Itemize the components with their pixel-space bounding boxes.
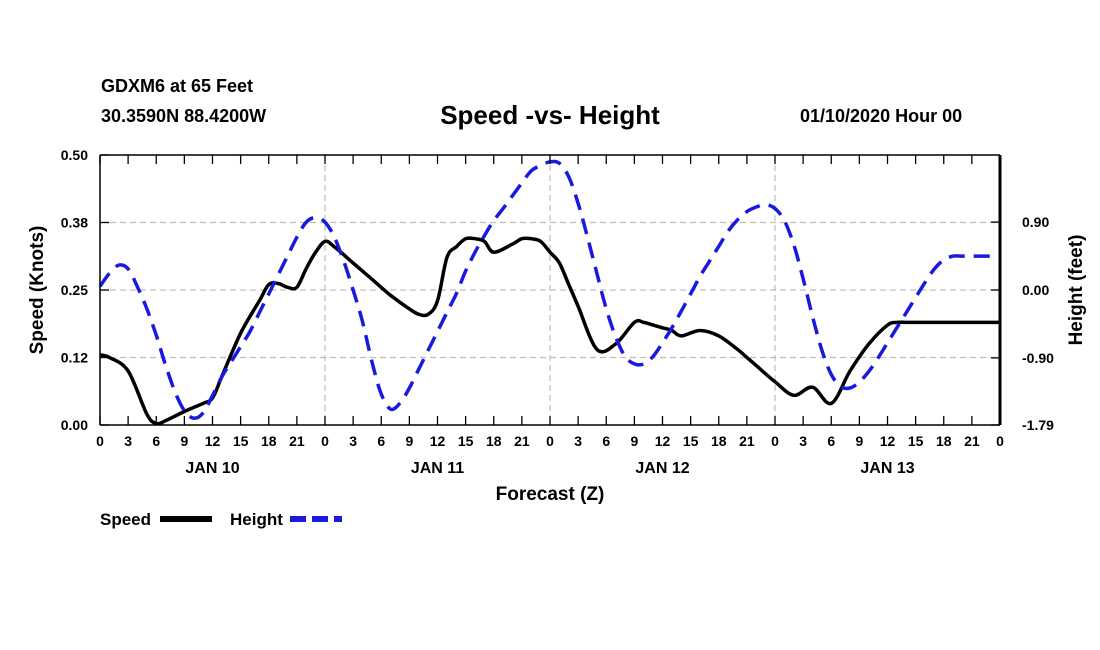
left-tick-label: 0.25 (61, 282, 88, 298)
x-tick-label: 12 (880, 433, 896, 449)
x-tick-label: 21 (964, 433, 980, 449)
left-axis-label: Speed (Knots) (27, 226, 48, 355)
x-tick-label: 3 (574, 433, 582, 449)
day-label: JAN 11 (411, 460, 464, 477)
x-tick-label: 3 (349, 433, 357, 449)
right-tick-label: -0.90 (1022, 350, 1054, 366)
x-tick-label: 18 (936, 433, 952, 449)
x-tick-label: 0 (771, 433, 779, 449)
day-label: JAN 13 (860, 460, 914, 477)
x-tick-label: 21 (289, 433, 305, 449)
legend-height-label: Height (230, 510, 283, 529)
left-tick-label: 0.12 (61, 350, 88, 366)
x-tick-label: 3 (799, 433, 807, 449)
legend: Speed Height (100, 510, 342, 529)
x-tick-label: 12 (430, 433, 446, 449)
x-axis-label: Forecast (Z) (496, 484, 605, 505)
right-tick-label: -1.79 (1022, 417, 1054, 433)
x-tick-label: 6 (602, 433, 610, 449)
station-coordinates: 30.3590N 88.4200W (101, 106, 267, 126)
x-tick-label: 0 (321, 433, 329, 449)
legend-speed-label: Speed (100, 510, 151, 529)
x-tick-label: 0 (546, 433, 554, 449)
right-tick-label: 0.90 (1022, 214, 1049, 230)
right-axis-label: Height (feet) (1066, 235, 1087, 346)
x-tick-label: 6 (827, 433, 835, 449)
label-layer: 0 3 6 9 12 15 18 21 0 3 6 9 12 15 18 21 0 3 6 9 12 15 18 21 0 3 6 9… (27, 147, 1087, 505)
x-tick-label: 12 (205, 433, 221, 449)
x-tick-label: 6 (152, 433, 160, 449)
day-label: JAN 10 (185, 460, 239, 477)
chart-title: Speed -vs- Height (440, 100, 660, 130)
x-tick-label: 18 (261, 433, 277, 449)
x-tick-label: 12 (655, 433, 671, 449)
left-tick-label: 0.50 (61, 147, 88, 163)
x-tick-label: 15 (908, 433, 924, 449)
x-tick-label: 9 (630, 433, 638, 449)
x-tick-label: 18 (711, 433, 727, 449)
x-tick-label: 21 (514, 433, 530, 449)
x-tick-label: 9 (855, 433, 863, 449)
station-title: GDXM6 at 65 Feet (101, 76, 254, 96)
x-tick-label: 3 (124, 433, 132, 449)
axis-layer (99, 154, 1002, 426)
left-tick-label: 0.00 (61, 417, 88, 433)
x-tick-label: 18 (486, 433, 502, 449)
x-tick-label: 6 (377, 433, 385, 449)
grid-layer (100, 155, 1000, 425)
forecast-date: 01/10/2020 Hour 00 (800, 106, 963, 126)
x-tick-label: 15 (458, 433, 474, 449)
x-tick-label: 15 (683, 433, 699, 449)
day-label: JAN 12 (635, 460, 689, 477)
x-tick-label: 0 (996, 433, 1004, 449)
x-tick-label: 21 (739, 433, 755, 449)
x-tick-label: 9 (180, 433, 188, 449)
x-tick-label: 15 (233, 433, 249, 449)
left-tick-label: 0.38 (61, 215, 88, 231)
x-tick-label: 0 (96, 433, 104, 449)
right-tick-label: 0.00 (1022, 282, 1049, 298)
series-line-speed (99, 236, 1000, 426)
x-tick-label: 9 (405, 433, 413, 449)
